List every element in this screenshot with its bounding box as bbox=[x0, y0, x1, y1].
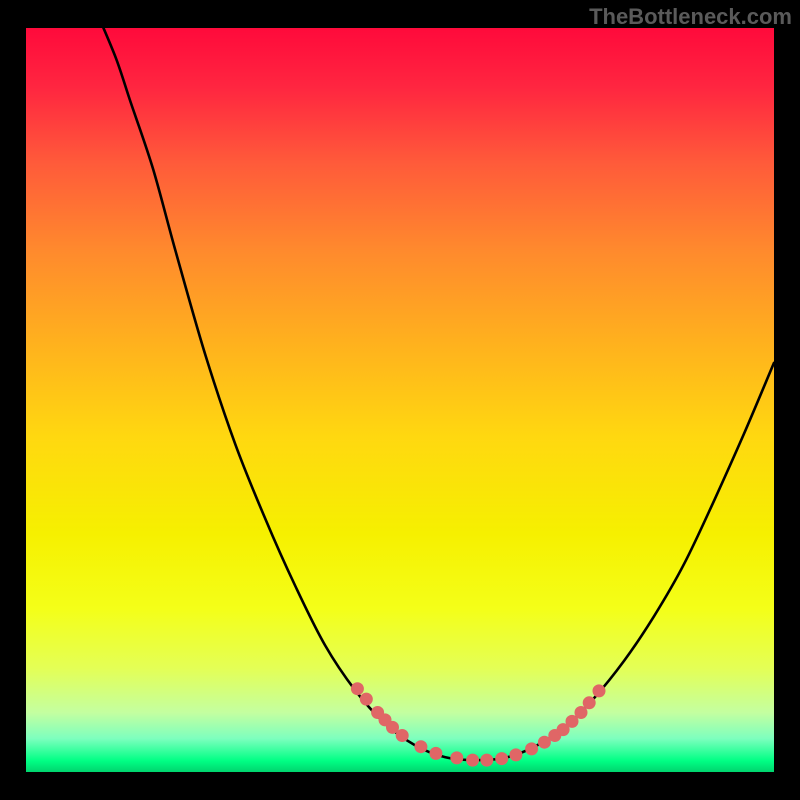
scatter-point bbox=[429, 747, 442, 760]
curve-layer bbox=[26, 28, 774, 772]
scatter-point bbox=[593, 684, 606, 697]
scatter-point bbox=[509, 748, 522, 761]
watermark-text: TheBottleneck.com bbox=[589, 4, 792, 30]
scatter-point bbox=[450, 751, 463, 764]
plot-area bbox=[26, 28, 774, 772]
scatter-point bbox=[414, 740, 427, 753]
scatter-point bbox=[525, 742, 538, 755]
scatter-point bbox=[583, 696, 596, 709]
scatter-point bbox=[360, 693, 373, 706]
bottleneck-curve bbox=[97, 28, 774, 760]
scatter-points bbox=[351, 682, 606, 766]
scatter-point bbox=[495, 752, 508, 765]
scatter-point bbox=[480, 754, 493, 767]
scatter-point bbox=[466, 754, 479, 767]
scatter-point bbox=[396, 729, 409, 742]
chart-container: TheBottleneck.com bbox=[0, 0, 800, 800]
scatter-point bbox=[351, 682, 364, 695]
